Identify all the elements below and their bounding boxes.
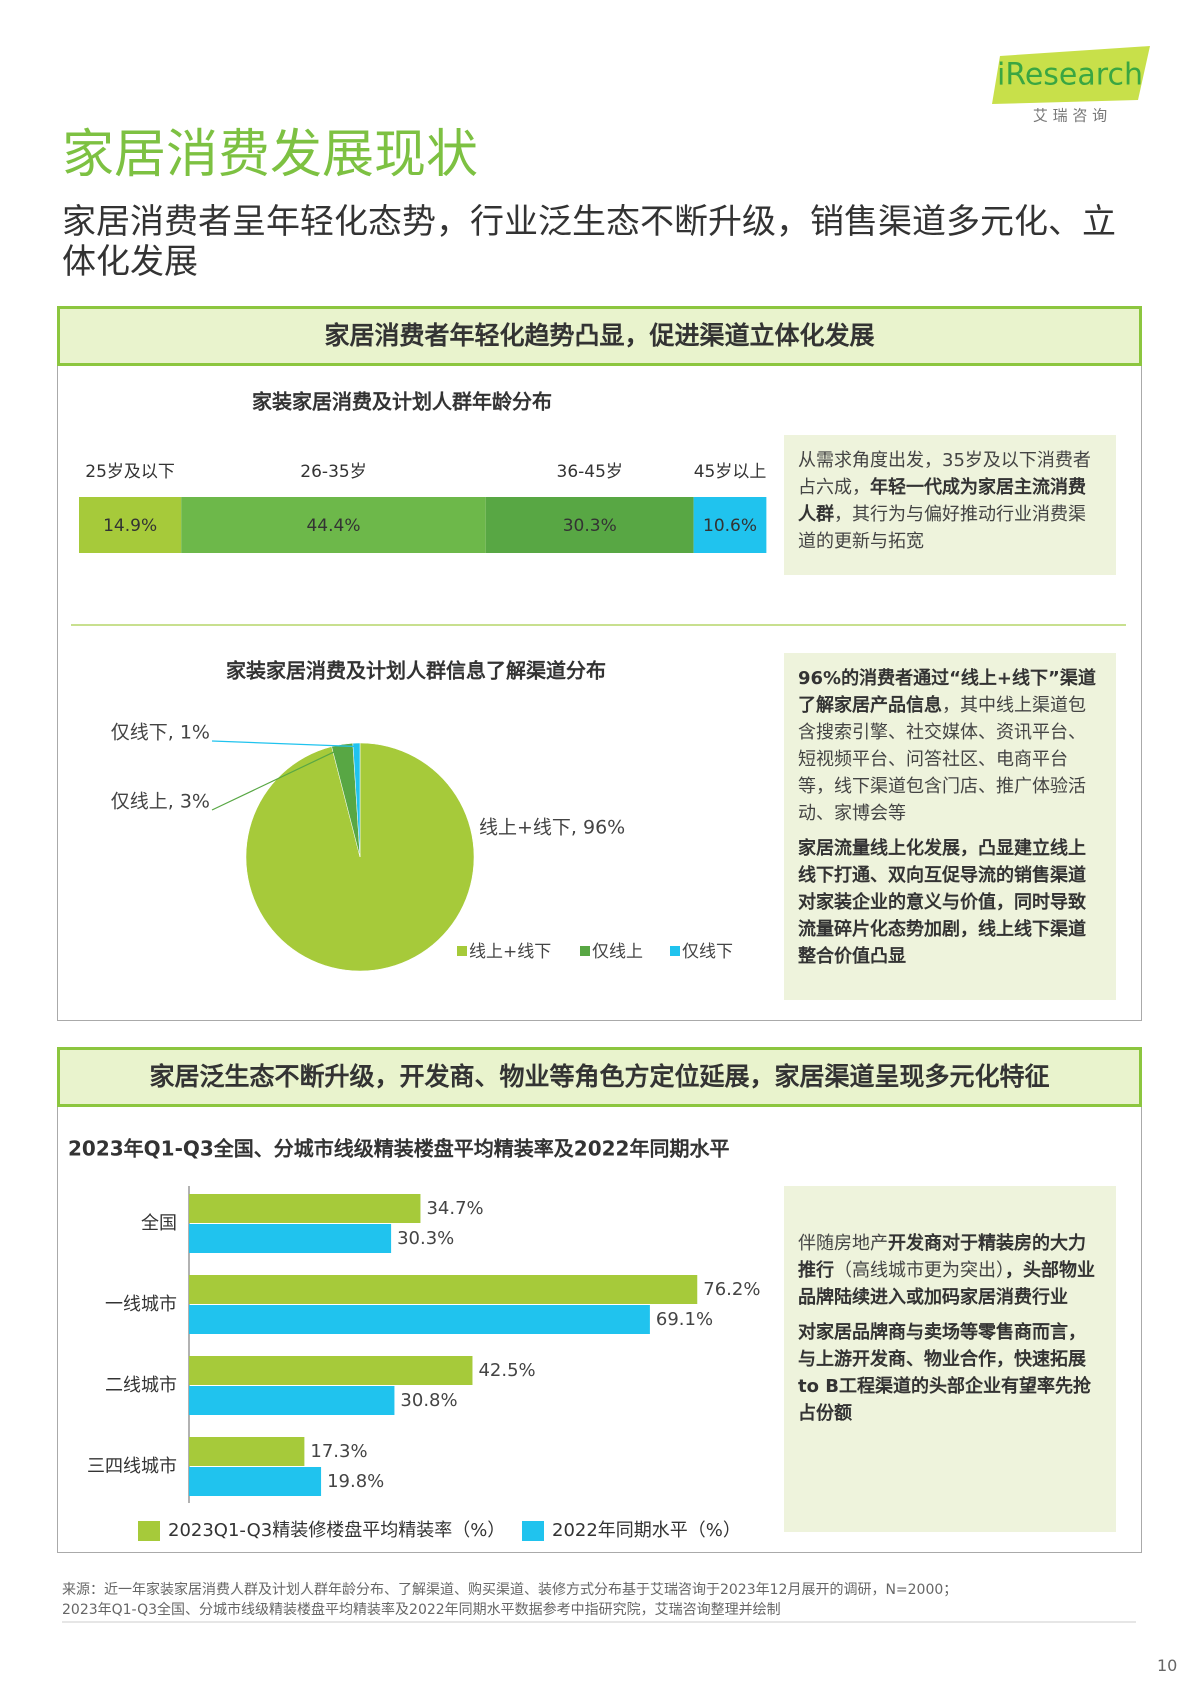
- bar: [189, 1386, 395, 1415]
- segment-label: 26-35岁: [300, 462, 366, 482]
- category-label: 二线城市: [105, 1375, 177, 1396]
- legend-label: 仅线上: [592, 942, 643, 962]
- source: 来源：近一年家装家居消费人群及计划人群年龄分布、了解渠道、购买渠道、装修方式分布…: [62, 1580, 957, 1620]
- chart-title: 家装家居消费及计划人群年龄分布: [252, 390, 552, 414]
- page-subtitle: 家居消费者呈年轻化态势，行业泛生态不断升级，销售渠道多元化、立体化发展: [62, 202, 1116, 282]
- bar: [189, 1224, 392, 1253]
- note-text: 96%的消费者通过“线上+线下”渠道了解家居产品信息: [798, 668, 1096, 716]
- value-label: 76.2%: [703, 1279, 760, 1300]
- note-paragraph: 伴随房地产开发商对于精装房的大力推行（高线城市更为突出），头部物业品牌陆续进入或…: [798, 1230, 1102, 1311]
- category-label: 一线城市: [105, 1294, 177, 1315]
- segment-label: 36-45岁: [557, 462, 623, 482]
- legend-swatch: [670, 946, 680, 956]
- page-number: 10: [1157, 1656, 1178, 1675]
- legend-swatch: [138, 1521, 160, 1541]
- slice-label: 仅线下, 1%: [111, 722, 210, 744]
- section-heading: 家居泛生态不断升级，开发商、物业等角色方定位延展，家居渠道呈现多元化特征: [57, 1047, 1142, 1107]
- note-text: 年轻一代成为家居主流消费人群: [798, 477, 1086, 525]
- slice-label: 仅线上, 3%: [111, 791, 210, 813]
- note-text: ，头部物业品牌陆续进入或加码家居消费行业: [798, 1260, 1095, 1308]
- value-label: 17.3%: [310, 1441, 367, 1462]
- chart-title: 家装家居消费及计划人群信息了解渠道分布: [226, 659, 606, 683]
- note-text: 伴随房地产: [798, 1233, 888, 1254]
- legend-label: 2022年同期水平（%）: [552, 1520, 741, 1541]
- value-label: 69.1%: [656, 1309, 713, 1330]
- chart-title: 2023年Q1-Q3全国、分城市线级精装楼盘平均精装率及2022年同期水平: [68, 1137, 729, 1161]
- legend-label: 线上+线下: [469, 942, 551, 962]
- bar: [189, 1305, 650, 1334]
- bar-segment: [693, 497, 767, 553]
- logo: iResearch: [997, 58, 1143, 93]
- legend-swatch: [522, 1521, 544, 1541]
- bar: [189, 1467, 322, 1496]
- note-paragraph: 对家居品牌商与卖场等零售商而言，与上游开发商、物业合作，快速拓展to B工程渠道…: [798, 1319, 1102, 1427]
- note-box: 96%的消费者通过“线上+线下”渠道了解家居产品信息，其中线上渠道包含搜索引擎、…: [784, 653, 1116, 1000]
- source-line: 2023年Q1-Q3全国、分城市线级精装楼盘平均精装率及2022年同期水平数据参…: [62, 1602, 781, 1618]
- legend-label: 仅线下: [682, 942, 733, 962]
- note-text: ，其行为与偏好推动行业消费渠道的更新与拓宽: [798, 504, 1086, 552]
- note-paragraph: 家居流量线上化发展，凸显建立线上线下打通、双向互促导流的销售渠道对家装企业的意义…: [798, 835, 1102, 970]
- note-text: 对家居品牌商与卖场等零售商而言，与上游开发商、物业合作，快速拓展to B工程渠道…: [798, 1322, 1091, 1424]
- note-text: 开发商对于精装房的大力推行: [798, 1233, 1086, 1281]
- bar: [189, 1275, 698, 1304]
- value-label: 34.7%: [426, 1198, 483, 1219]
- legend-label: 2023Q1-Q3精装修楼盘平均精装率（%）: [168, 1520, 505, 1541]
- bar: [189, 1194, 421, 1223]
- source-line: 来源：近一年家装家居消费人群及计划人群年龄分布、了解渠道、购买渠道、装修方式分布…: [62, 1582, 958, 1598]
- note-box: 伴随房地产开发商对于精装房的大力推行（高线城市更为突出），头部物业品牌陆续进入或…: [784, 1186, 1116, 1532]
- segment-label: 25岁及以下: [85, 462, 175, 482]
- note-text: 从需求角度出发，35岁及以下消费者占六成，: [798, 450, 1091, 498]
- section-heading: 家居消费者年轻化趋势凸显，促进渠道立体化发展: [57, 306, 1142, 366]
- legend-swatch: [457, 946, 467, 956]
- category-label: 三四线城市: [87, 1456, 177, 1477]
- segment-label: 45岁以上: [694, 462, 767, 482]
- note-text: （高线城市更为突出）: [834, 1260, 1005, 1281]
- logo-sub: 艾 瑞 咨 询: [1033, 107, 1107, 125]
- pie-slice: [352, 742, 361, 858]
- note-box: 从需求角度出发，35岁及以下消费者占六成，年轻一代成为家居主流消费人群，其行为与…: [784, 435, 1116, 575]
- bar-segment: [181, 497, 486, 553]
- value-label: 42.5%: [478, 1360, 535, 1381]
- value-label: 44.4%: [306, 516, 360, 536]
- note-paragraph: 96%的消费者通过“线上+线下”渠道了解家居产品信息，其中线上渠道包含搜索引擎、…: [798, 665, 1102, 827]
- logo-shape: [992, 46, 1150, 104]
- slice-label: 线上+线下, 96%: [479, 817, 625, 839]
- note-paragraph: 从需求角度出发，35岁及以下消费者占六成，年轻一代成为家居主流消费人群，其行为与…: [798, 447, 1102, 555]
- leader-line: [211, 740, 357, 748]
- value-label: 30.8%: [400, 1390, 457, 1411]
- note-text: ，其中线上渠道包含搜索引擎、社交媒体、资讯平台、短视频平台、问答社区、电商平台等…: [798, 695, 1086, 824]
- note-text: 家居流量线上化发展，凸显建立线上线下打通、双向互促导流的销售渠道对家装企业的意义…: [798, 838, 1086, 967]
- value-label: 30.3%: [397, 1228, 454, 1249]
- bar: [189, 1437, 305, 1466]
- value-label: 14.9%: [103, 516, 157, 536]
- legend-swatch: [580, 946, 590, 956]
- category-label: 全国: [141, 1213, 177, 1234]
- leader-line: [211, 747, 343, 811]
- bar-segment: [485, 497, 694, 553]
- value-label: 30.3%: [563, 516, 617, 536]
- value-label: 19.8%: [327, 1471, 384, 1492]
- bar: [189, 1356, 473, 1385]
- page-title: 家居消费发展现状: [62, 125, 479, 185]
- bar-segment: [79, 497, 182, 553]
- value-label: 10.6%: [703, 516, 757, 536]
